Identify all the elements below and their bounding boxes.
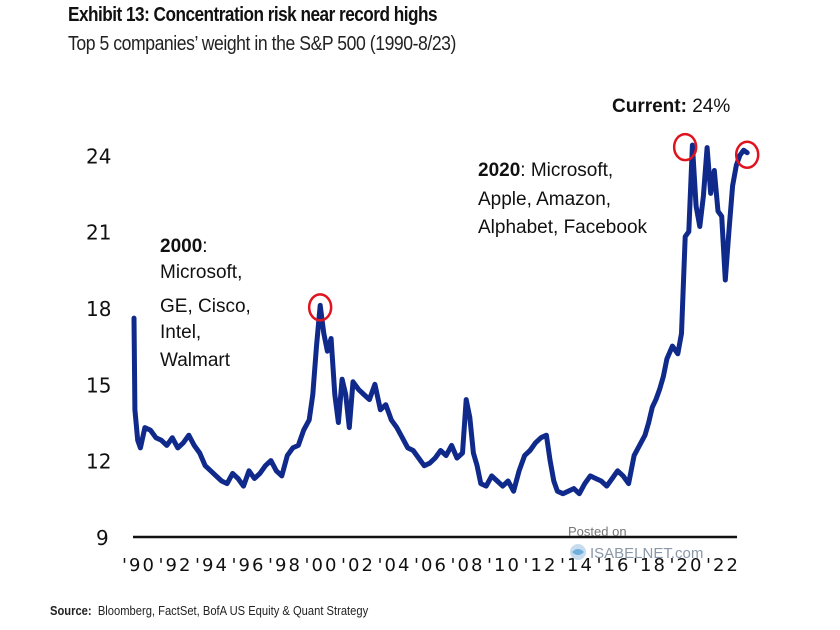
- x-tick-label: '96: [232, 555, 264, 576]
- x-tick-label: '92: [159, 555, 191, 576]
- source-text: Bloomberg, FactSet, BofA US Equity & Qua…: [97, 603, 369, 618]
- annotation-2000-line3: Intel,: [160, 322, 201, 343]
- x-tick-label: '08: [451, 555, 483, 576]
- series-line-top5-weight: [131, 142, 750, 497]
- svg-text:2000:: 2000:: [160, 236, 208, 257]
- annotation-2020-line2: Apple, Amazon,: [478, 189, 611, 210]
- svg-text:Current: 24%: Current: 24%: [612, 96, 730, 117]
- x-tick-label: '20: [670, 555, 702, 576]
- y-tick-label: 9: [96, 526, 109, 550]
- annotation-2020-line3: Alphabet, Facebook: [478, 217, 648, 238]
- annotation-current: Current: 24%: [612, 96, 730, 117]
- x-tick-label: '06: [414, 555, 446, 576]
- y-tick-label: 21: [86, 221, 111, 245]
- highlight-circle: [672, 132, 698, 162]
- y-axis-ticks: 9 12 15 18 21 24: [86, 144, 111, 550]
- highlight-circle: [307, 293, 333, 322]
- x-tick-label: '10: [487, 555, 519, 576]
- x-axis-ticks: '90'92'94'96'98'00'02'04'06'08'10'12'14 '…: [122, 555, 738, 576]
- chart-subtitle: Top 5 companies’ weight in the S&P 500 (…: [68, 33, 456, 55]
- x-tick-label: '14: [560, 555, 592, 576]
- annotation-2000-year: 2000: [160, 236, 202, 257]
- x-tick-label: '94: [195, 555, 227, 576]
- x-tick-label: '12: [524, 555, 556, 576]
- annotation-2000-line1: Microsoft,: [160, 262, 242, 283]
- annotation-2000-line4: Walmart: [160, 350, 231, 371]
- y-tick-label: 12: [86, 450, 111, 474]
- chart-title: Exhibit 13: Concentration risk near reco…: [68, 4, 438, 26]
- x-tick-label: '16: [597, 555, 629, 576]
- source-note: Source: Bloomberg, FactSet, BofA US Equi…: [50, 603, 368, 618]
- x-tick-label: '90: [122, 555, 154, 576]
- annotation-2000: 2000: Microsoft, GE, Cisco, Intel, Walma…: [160, 236, 251, 371]
- watermark-site: ISABELNET.com: [590, 545, 703, 562]
- watermark-posted-on: Posted on: [568, 524, 627, 539]
- annotation-2000-line2: GE, Cisco,: [160, 296, 251, 317]
- x-tick-label: '00: [305, 555, 337, 576]
- annotation-current-label: Current:: [612, 96, 687, 117]
- x-tick-label: '02: [341, 555, 373, 576]
- y-tick-label: 18: [86, 297, 111, 321]
- svg-text:2020: Microsoft,: 2020: Microsoft,: [478, 160, 613, 181]
- y-tick-label: 15: [86, 373, 111, 397]
- annotation-current-value: 24%: [687, 96, 730, 117]
- x-tick-label: '18: [633, 555, 665, 576]
- annotation-2020: 2020: Microsoft, Apple, Amazon, Alphabet…: [478, 160, 648, 238]
- x-tick-label: '98: [268, 555, 300, 576]
- x-tick-label: '04: [378, 555, 410, 576]
- watermark-globe-icon: [570, 544, 586, 560]
- x-tick-label: '22: [706, 555, 738, 576]
- y-tick-label: 24: [86, 144, 111, 168]
- highlight-circle: [734, 140, 760, 169]
- highlight-circles: [307, 132, 760, 322]
- source-label: Source:: [50, 603, 92, 618]
- annotation-2020-year: 2020: [478, 160, 520, 181]
